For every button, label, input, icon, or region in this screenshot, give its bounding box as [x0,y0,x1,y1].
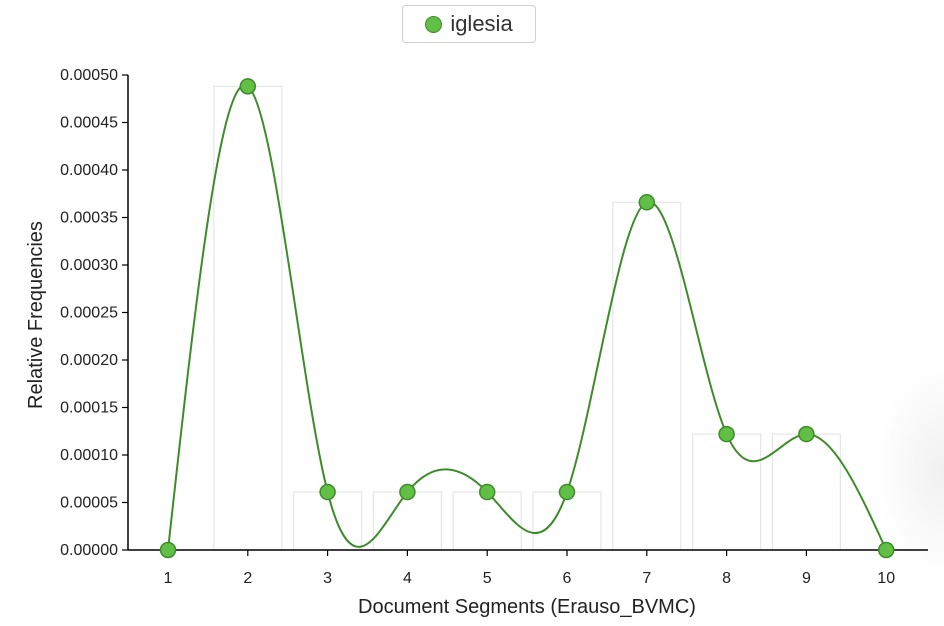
x-tick-label: 9 [802,570,811,587]
background-bar [691,433,762,551]
y-tick-label: 0.00010 [60,447,118,464]
background-bar [771,433,842,551]
legend-item-iglesia[interactable]: iglesia [402,5,536,43]
y-tick-label: 0.00000 [60,542,118,559]
x-tick-label: 3 [323,570,332,587]
data-point[interactable] [558,483,576,501]
x-tick-label: 1 [164,570,173,587]
x-tick-label: 8 [722,570,731,587]
y-tick-label: 0.00005 [60,495,118,512]
y-tick-label: 0.00045 [60,115,118,132]
data-point[interactable] [877,541,895,559]
x-tick-label: 10 [877,570,895,587]
background-bar [213,85,283,551]
y-tick-label: 0.00025 [60,305,118,322]
x-tick-label: 4 [403,570,412,587]
x-tick-label: 2 [243,570,252,587]
y-tick-label: 0.00020 [60,352,118,369]
background-bar [532,491,602,551]
y-tick-label: 0.00040 [60,162,118,179]
y-tick-label: 0.00050 [60,67,118,84]
background-bar [452,491,522,551]
series-line-iglesia [167,84,888,551]
data-point[interactable] [638,194,656,211]
x-tick-label: 7 [642,570,651,587]
data-point[interactable] [239,78,257,95]
legend-label: iglesia [450,11,513,36]
x-tick-label: 5 [483,570,492,587]
legend-swatch-icon [425,15,443,33]
y-axis-title: Relative Frequencies [25,221,47,409]
data-point[interactable] [478,483,496,501]
axes: 0.00000 0.00005 0.00010 0.00015 0.00020 0.000… [60,67,928,587]
data-point[interactable] [798,425,815,443]
background-bar [293,491,363,551]
background-bar [372,491,442,551]
data-point[interactable] [718,425,735,443]
data-point[interactable] [319,483,336,501]
data-points [159,78,895,559]
background-bars [213,85,842,551]
data-point[interactable] [399,483,416,501]
y-tick-label: 0.00015 [60,400,118,417]
data-point[interactable] [159,541,177,559]
y-tick-label: 0.00030 [60,257,118,274]
x-tick-label: 6 [563,570,572,587]
x-axis-title: Document Segments (Erauso_BVMC) [358,596,696,618]
y-tick-label: 0.00035 [60,210,118,227]
